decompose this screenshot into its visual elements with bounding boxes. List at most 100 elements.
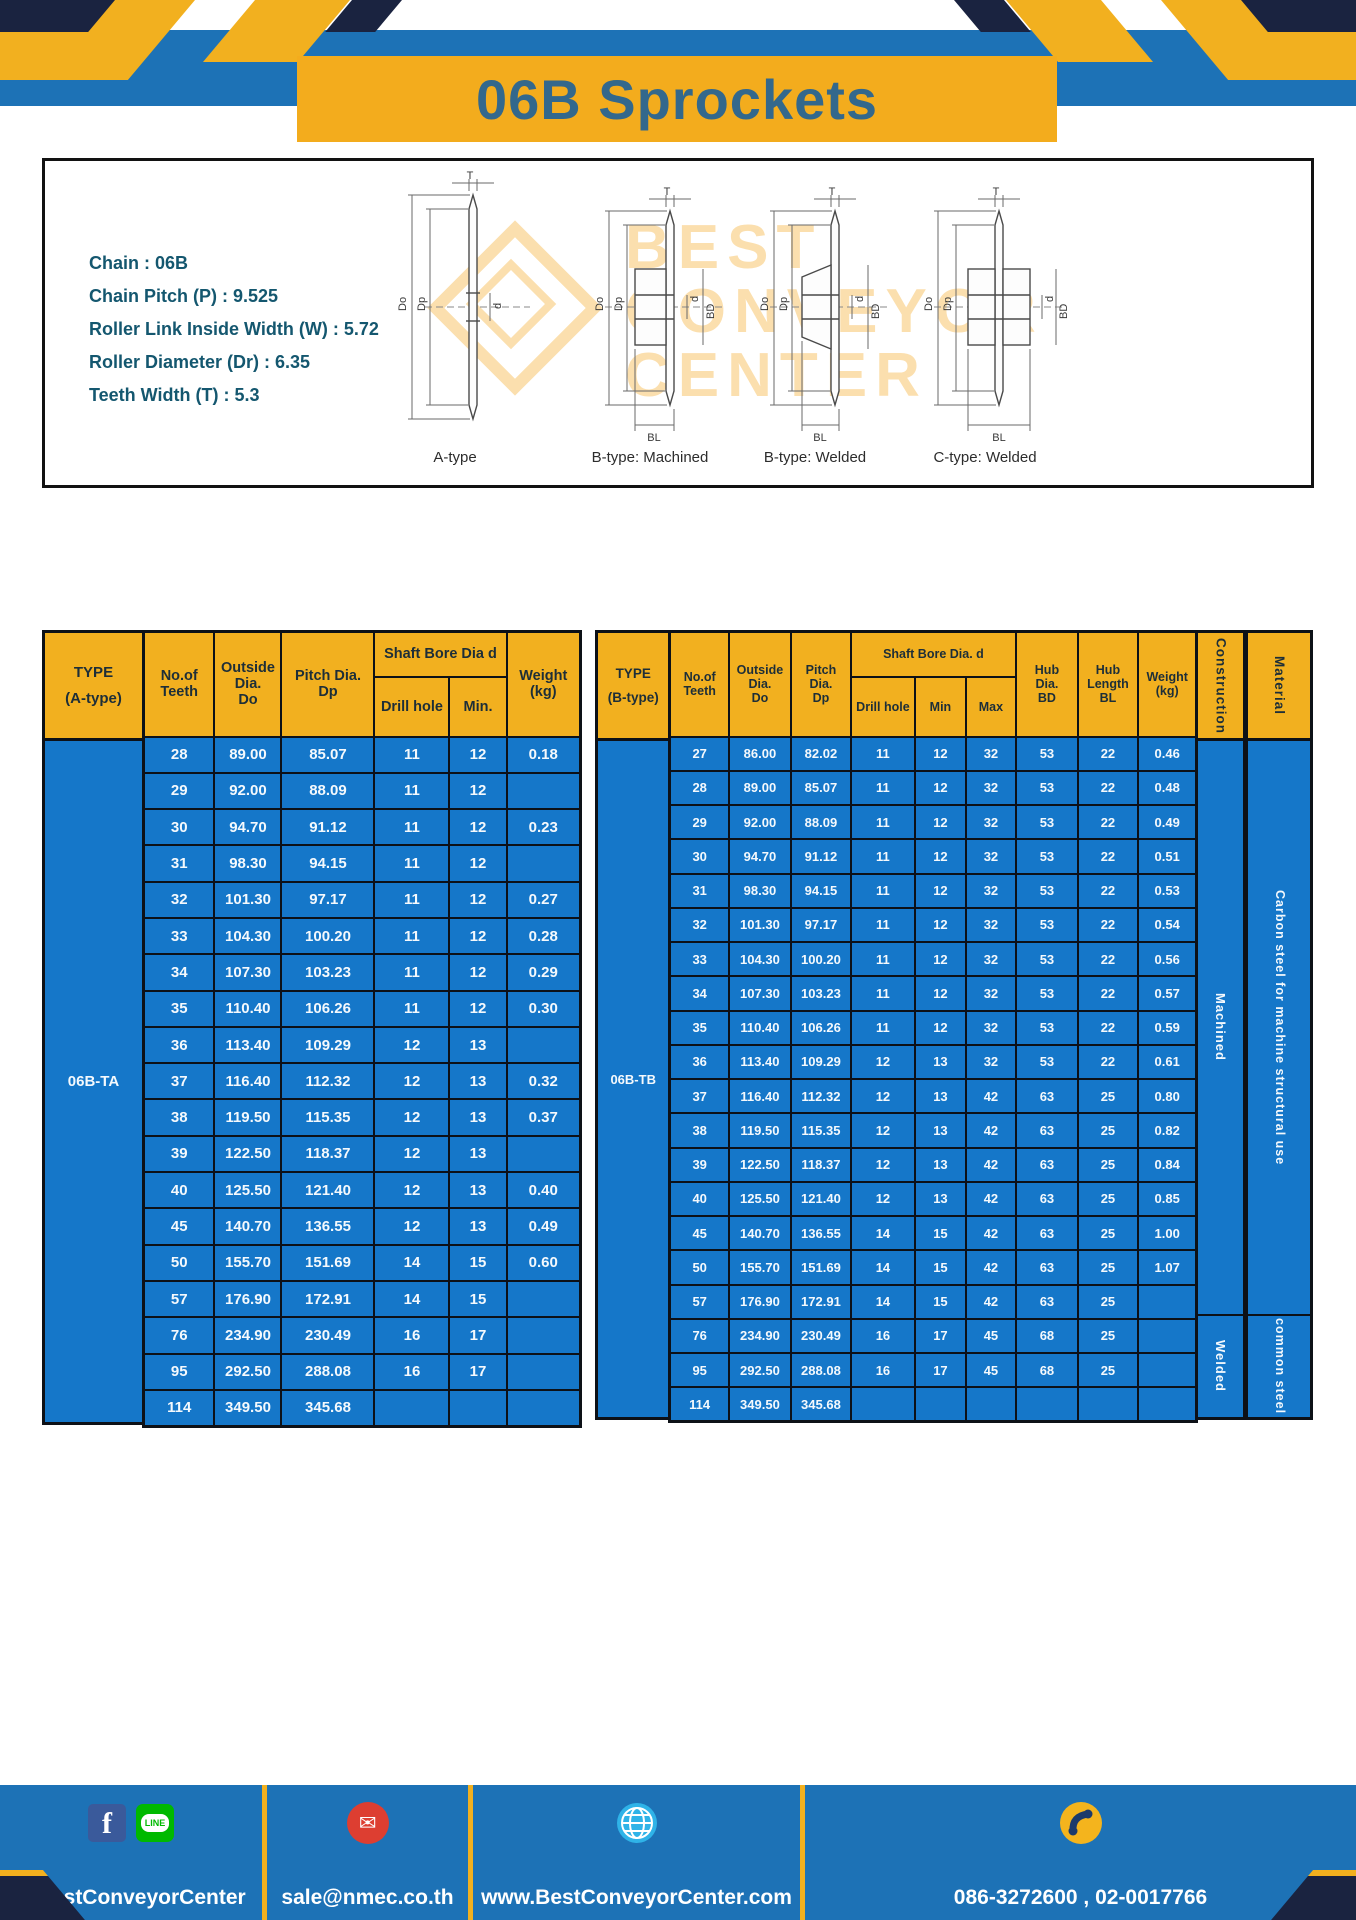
table-cell: 0.56 — [1136, 940, 1198, 978]
page-title: 06B Sprockets — [475, 67, 879, 131]
table-cell: 151.69 — [789, 1249, 852, 1286]
table-cell — [1136, 1283, 1198, 1320]
table-cell: 11 — [373, 916, 451, 956]
table-cell: 292.50 — [213, 1352, 283, 1391]
table-cell: 100.20 — [280, 916, 376, 956]
table-cell: 42 — [964, 1112, 1017, 1149]
table-cell: 98.30 — [727, 872, 792, 909]
table-cell: 0.29 — [505, 953, 582, 992]
phone-numbers[interactable]: 086-3272600 , 02-0017766 — [953, 1886, 1208, 1909]
table-cell: 118.37 — [280, 1134, 376, 1174]
table-cell: 349.50 — [727, 1386, 792, 1423]
table-row: 37 116.40 112.32 12 13 0.32 — [142, 1062, 582, 1101]
table-cell: 12 — [913, 769, 967, 807]
social-handle[interactable]: @BestConveyorCenter — [16, 1886, 246, 1909]
type-column-a: TYPE (A-type) 06B-TA — [42, 630, 142, 1425]
table-cell: 112.32 — [789, 1077, 852, 1115]
dim-label-d: d — [689, 296, 701, 302]
table-cell — [913, 1386, 967, 1423]
footer-email-section: ✉ sale@nmec.co.th — [262, 1785, 468, 1920]
table-row: 45 140.70 136.55 12 13 0.49 — [142, 1207, 582, 1246]
table-cell: 13 — [448, 1025, 508, 1065]
table-cell: 119.50 — [213, 1098, 283, 1137]
table-cell: 345.68 — [789, 1386, 852, 1423]
table-cell: 50 — [668, 1249, 730, 1286]
table-cell: 11 — [849, 803, 916, 841]
dim-label-d: d — [492, 303, 504, 309]
table-cell: 16 — [373, 1352, 451, 1391]
table-cell: 13 — [448, 1098, 508, 1137]
dim-label-t: T — [993, 186, 1000, 198]
table-row: 38 119.50 115.35 12 13 42 63 25 0.82 — [668, 1112, 1198, 1149]
table-cell: 86.00 — [727, 735, 792, 772]
table-cell: 53 — [1014, 838, 1079, 875]
table-cell: 27 — [668, 735, 730, 772]
globe-icon[interactable] — [615, 1801, 659, 1845]
table-cell: 107.30 — [727, 975, 792, 1012]
table-cell: 34 — [668, 975, 730, 1012]
diagram-caption: B-type: Welded — [763, 449, 867, 466]
table-cell: 136.55 — [280, 1207, 376, 1246]
table-cell: 11 — [849, 838, 916, 875]
table-cell: 176.90 — [727, 1283, 792, 1320]
sprocket-section-drawing: Do Dp T d — [397, 170, 530, 422]
type-header: TYPE (B-type) — [598, 633, 669, 741]
line-icon[interactable]: LINE — [136, 1804, 174, 1842]
table-cell: 12 — [913, 735, 967, 772]
table-cell: 119.50 — [727, 1112, 792, 1149]
spec-box: BEST CONVEYOR CENTER Chain : 06B Chain P… — [42, 158, 1314, 488]
table-cell: 0.32 — [505, 1062, 582, 1101]
b-type-table-head: No.of Teeth Outside Dia. Do Pitch Dia. D… — [668, 630, 1198, 738]
table-cell: 17 — [913, 1351, 967, 1389]
col-header-hub-dia: Hub Dia. BD — [1014, 630, 1079, 738]
construction-column: Construction Machined Welded — [1198, 630, 1246, 1420]
table-cell: 15 — [913, 1283, 967, 1320]
dim-label-do: Do — [397, 297, 409, 311]
table-cell: 110.40 — [213, 989, 283, 1028]
table-cell: 76 — [142, 1316, 216, 1355]
table-cell: 25 — [1076, 1283, 1139, 1320]
table-cell: 28 — [668, 769, 730, 807]
table-cell: 14 — [849, 1283, 916, 1320]
facebook-icon[interactable]: f — [88, 1804, 126, 1842]
table-cell: 1.00 — [1136, 1214, 1198, 1252]
table-cell: 95 — [142, 1352, 216, 1391]
table-row: 28 89.00 85.07 11 12 0.18 — [142, 735, 582, 774]
table-cell: 32 — [964, 735, 1017, 772]
footer-social-section: f LINE @BestConveyorCenter — [0, 1785, 262, 1920]
table-row: 34 107.30 103.23 11 12 32 53 22 0.57 — [668, 975, 1198, 1012]
table-cell: 11 — [373, 989, 451, 1028]
table-cell: 63 — [1014, 1283, 1079, 1320]
table-cell: 33 — [668, 940, 730, 978]
dim-label-t: T — [829, 186, 836, 198]
table-cell: 12 — [448, 916, 508, 956]
table-cell: 12 — [373, 1025, 451, 1065]
table-cell: 68 — [1014, 1317, 1079, 1355]
phone-icon[interactable] — [1058, 1800, 1104, 1846]
table-cell: 0.46 — [1136, 735, 1198, 772]
table-cell: 116.40 — [727, 1077, 792, 1115]
table-row: 29 92.00 88.09 11 12 — [142, 771, 582, 811]
table-cell: 22 — [1076, 872, 1139, 909]
table-cell: 32 — [964, 975, 1017, 1012]
table-cell: 39 — [142, 1134, 216, 1174]
table-cell: 94.70 — [213, 808, 283, 847]
table-cell: 42 — [964, 1077, 1017, 1115]
table-cell: 25 — [1076, 1317, 1139, 1355]
table-cell — [849, 1386, 916, 1423]
table-cell: 89.00 — [727, 769, 792, 807]
mail-icon[interactable]: ✉ — [346, 1802, 389, 1844]
table-cell: 12 — [373, 1062, 451, 1101]
table-cell: 85.07 — [280, 735, 376, 774]
table-row: 31 98.30 94.15 11 12 32 53 22 0.53 — [668, 872, 1198, 909]
website-url[interactable]: www.BestConveyorCenter.com — [481, 1886, 792, 1909]
table-cell: 13 — [913, 1077, 967, 1115]
table-cell: 0.54 — [1136, 906, 1198, 944]
table-cell: 22 — [1076, 803, 1139, 841]
table-cell: 22 — [1076, 940, 1139, 978]
table-cell: 53 — [1014, 975, 1079, 1012]
email-address[interactable]: sale@nmec.co.th — [281, 1886, 454, 1909]
table-cell: 0.40 — [505, 1171, 582, 1210]
table-cell: 115.35 — [280, 1098, 376, 1137]
table-cell: 89.00 — [213, 735, 283, 774]
